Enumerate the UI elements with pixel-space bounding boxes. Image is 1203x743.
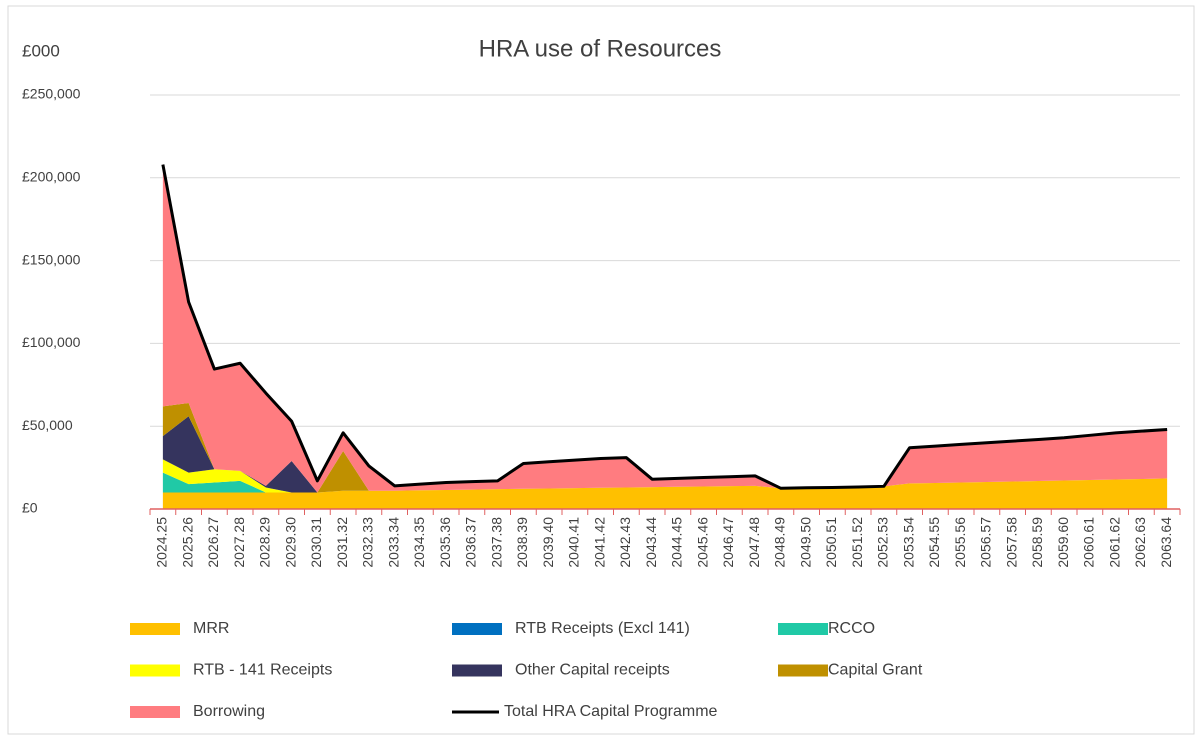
- y-axis-label: £000: [22, 41, 60, 60]
- y-tick-label: £200,000: [22, 169, 81, 185]
- x-tick-label: 2037.38: [488, 517, 504, 568]
- y-tick-label: £250,000: [22, 86, 81, 102]
- area: [162, 416, 1168, 493]
- x-tick-label: 2054.55: [926, 517, 942, 568]
- y-tick-label: £100,000: [22, 334, 81, 350]
- legend-swatch: [778, 623, 828, 635]
- x-tick-label: 2042.43: [617, 517, 633, 568]
- y-tick-label: £150,000: [22, 251, 81, 267]
- x-tick-label: 2027.28: [231, 517, 247, 568]
- legend-swatch: [130, 706, 180, 718]
- legend-swatch: [452, 623, 502, 635]
- x-tick-label: 2024.25: [154, 517, 170, 568]
- x-tick-label: 2036.37: [463, 517, 479, 568]
- legend-swatch: [130, 664, 180, 677]
- area: [162, 164, 1168, 493]
- x-tick-label: 2039.40: [540, 517, 556, 568]
- area: [162, 478, 1168, 509]
- legend-label: Other Capital receipts: [515, 662, 670, 679]
- x-tick-label: 2045.46: [694, 517, 710, 568]
- x-tick-label: 2035.36: [437, 517, 453, 568]
- x-tick-label: 2029.30: [282, 517, 298, 568]
- legend-swatch: [778, 664, 828, 677]
- x-tick-label: 2063.64: [1158, 517, 1174, 568]
- x-tick-label: 2062.63: [1132, 517, 1148, 568]
- legend-label: RCCO: [828, 620, 875, 637]
- area: [162, 459, 1168, 493]
- x-tick-label: 2032.33: [360, 517, 376, 568]
- legend-label: Total HRA Capital Programme: [504, 703, 718, 720]
- legend-label: RTB - 141 Receipts: [193, 662, 332, 679]
- x-tick-label: 2057.58: [1003, 517, 1019, 568]
- x-tick-label: 2061.62: [1106, 517, 1122, 568]
- legend-label: RTB Receipts (Excl 141): [515, 620, 690, 637]
- x-tick-label: 2056.57: [978, 517, 994, 568]
- x-tick-label: 2053.54: [900, 517, 916, 568]
- x-tick-label: 2055.56: [952, 517, 968, 568]
- x-tick-label: 2059.60: [1055, 517, 1071, 568]
- x-tick-label: 2030.31: [308, 517, 324, 568]
- chart-title: HRA use of Resources: [479, 35, 722, 62]
- x-tick-label: 2050.51: [823, 517, 839, 568]
- x-tick-label: 2044.45: [669, 517, 685, 568]
- x-tick-label: 2026.27: [205, 517, 221, 568]
- legend-label: Capital Grant: [828, 662, 923, 679]
- y-tick-label: £0: [22, 500, 38, 516]
- x-tick-label: 2046.47: [720, 517, 736, 568]
- x-tick-label: 2060.61: [1081, 517, 1097, 568]
- x-tick-label: 2049.50: [797, 517, 813, 568]
- total-line: [161, 164, 1168, 490]
- x-tick-label: 2048.49: [772, 517, 788, 568]
- x-tick-label: 2058.59: [1029, 517, 1045, 568]
- legend-swatch: [452, 664, 502, 677]
- x-tick-label: 2034.35: [411, 517, 427, 568]
- x-tick-label: 2025.26: [179, 517, 195, 568]
- x-tick-label: 2040.41: [566, 517, 582, 568]
- x-tick-label: 2033.34: [385, 517, 401, 568]
- x-tick-label: 2038.39: [514, 517, 530, 568]
- x-tick-label: 2052.53: [875, 517, 891, 568]
- x-tick-label: 2051.52: [849, 517, 865, 568]
- legend-label: Borrowing: [193, 703, 265, 720]
- x-tick-label: 2043.44: [643, 517, 659, 568]
- x-tick-label: 2047.48: [746, 517, 762, 568]
- x-tick-label: 2028.29: [257, 517, 273, 568]
- legend-swatch: [130, 623, 180, 635]
- legend-label: MRR: [193, 620, 229, 637]
- y-tick-label: £50,000: [22, 417, 73, 433]
- x-tick-label: 2031.32: [334, 517, 350, 568]
- x-tick-label: 2041.42: [591, 517, 607, 568]
